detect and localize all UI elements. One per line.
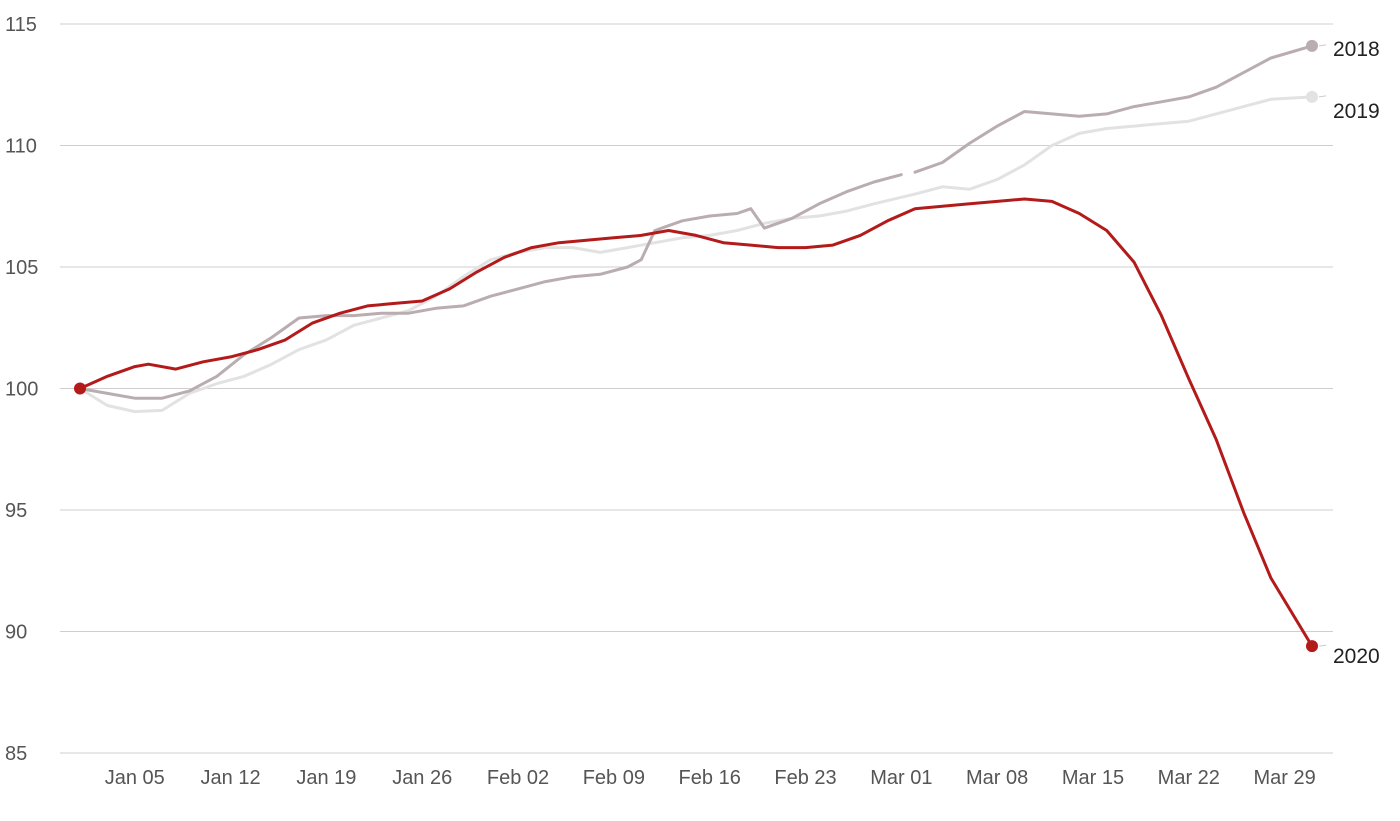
series-lines bbox=[74, 39, 1318, 653]
x-tick-label: Mar 15 bbox=[1062, 767, 1124, 789]
y-tick-label: 115 bbox=[5, 14, 37, 36]
x-tick-label: Jan 19 bbox=[296, 767, 356, 789]
label-leader-2020 bbox=[1318, 644, 1327, 647]
x-tick-label: Jan 26 bbox=[392, 767, 452, 789]
grid-lines bbox=[60, 23, 1333, 754]
x-tick-label: Mar 08 bbox=[966, 767, 1028, 789]
y-tick-label: 90 bbox=[5, 622, 27, 644]
series-start-marker-2020 bbox=[74, 382, 86, 395]
x-tick-label: Feb 23 bbox=[774, 767, 836, 789]
y-tick-label: 85 bbox=[5, 743, 27, 765]
y-tick-label: 95 bbox=[5, 500, 27, 522]
x-tick-label: Jan 12 bbox=[201, 767, 261, 789]
series-end-labels: 2019 2018 2020 bbox=[1318, 38, 1380, 668]
x-tick-label: Jan 05 bbox=[105, 767, 165, 789]
x-tick-label: Mar 01 bbox=[870, 767, 932, 789]
y-tick-label: 100 bbox=[5, 379, 38, 401]
series-end-marker-2019 bbox=[1306, 90, 1318, 103]
y-tick-label: 110 bbox=[5, 136, 37, 158]
series-line-2019 bbox=[78, 95, 1314, 414]
series-line-2020 bbox=[78, 197, 1314, 648]
x-tick-label: Feb 16 bbox=[679, 767, 741, 789]
y-axis-ticks: 85 90 95 100 105 110 115 bbox=[5, 14, 38, 765]
series-line-2018 bbox=[78, 173, 903, 400]
x-axis-ticks: Jan 05 Jan 12 Jan 19 Jan 26 Feb 02 Feb 09 Feb … bbox=[105, 767, 1316, 789]
label-leader-2018 bbox=[1318, 44, 1327, 47]
series-end-marker-2018 bbox=[1306, 39, 1318, 52]
x-tick-label: Mar 29 bbox=[1253, 767, 1315, 789]
x-tick-label: Feb 02 bbox=[487, 767, 549, 789]
series-label-2020: 2020 bbox=[1333, 645, 1380, 668]
x-tick-label: Mar 22 bbox=[1158, 767, 1220, 789]
y-tick-label: 105 bbox=[5, 257, 38, 279]
series-end-marker-2020 bbox=[1306, 640, 1318, 653]
series-line-2018 bbox=[913, 44, 1314, 174]
x-tick-label: Feb 09 bbox=[583, 767, 645, 789]
series-label-2018: 2018 bbox=[1333, 38, 1380, 61]
label-leader-2019 bbox=[1318, 95, 1327, 98]
series-label-2019: 2019 bbox=[1333, 100, 1380, 123]
